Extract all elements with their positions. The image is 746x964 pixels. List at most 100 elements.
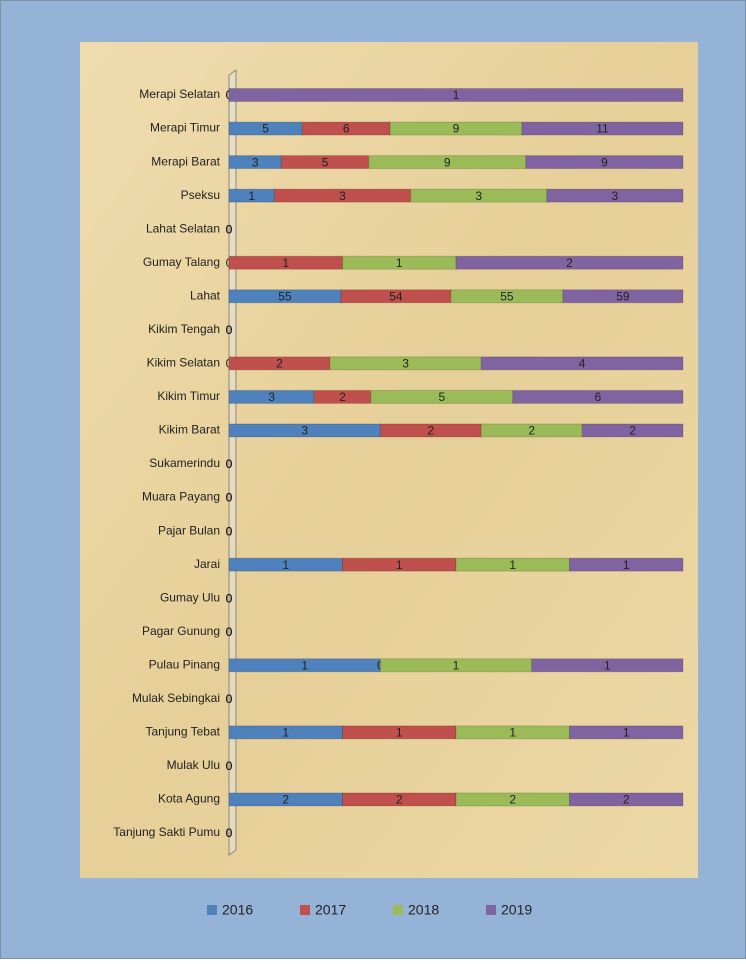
data-label: 1: [453, 88, 460, 102]
y-tick-label: Merapi Timur: [150, 121, 220, 135]
data-label: 2: [276, 357, 283, 371]
data-label: 0: [226, 323, 233, 337]
data-label: 2: [623, 793, 630, 807]
legend-label: 2016: [222, 902, 253, 918]
data-label: 0: [226, 524, 233, 538]
data-label: 3: [475, 189, 482, 203]
data-label: 0: [226, 625, 233, 639]
data-label: 0: [226, 323, 233, 337]
data-label: 0: [226, 692, 233, 706]
data-label: 0: [226, 759, 233, 773]
data-label: 9: [444, 155, 451, 169]
y-tick-label: Kikim Selatan: [147, 356, 220, 370]
data-label: 3: [402, 357, 409, 371]
y-tick-label: Jarai: [194, 557, 220, 571]
bar-segment: [228, 423, 381, 438]
y-tick-label: Mulak Ulu: [167, 758, 220, 772]
y-tick-label: Lahat: [190, 288, 221, 302]
y-tick-label: Merapi Selatan: [139, 87, 220, 101]
data-label: 0: [226, 457, 233, 471]
legend-swatch: [486, 905, 496, 915]
data-label: 2: [528, 424, 535, 438]
bar-segment: [569, 557, 684, 572]
data-label: 0: [226, 692, 233, 706]
bar-segment: [569, 725, 684, 740]
bar-segment: [521, 121, 684, 136]
legend-swatch: [393, 905, 403, 915]
data-label: 0: [226, 222, 233, 236]
data-label: 2: [566, 256, 573, 270]
data-label: 1: [396, 726, 403, 740]
data-label: 6: [595, 390, 602, 404]
data-label: 0: [226, 826, 233, 840]
data-label: 0: [226, 625, 233, 639]
data-label: 9: [601, 155, 608, 169]
data-label: 0: [226, 323, 233, 337]
data-label: 1: [282, 726, 289, 740]
y-tick-label: Kikim Barat: [159, 423, 221, 437]
y-tick-label: Mulak Sebingkai: [132, 691, 220, 705]
y-tick-label: Lahat Selatan: [146, 221, 220, 235]
y-tick-label: Kikim Timur: [157, 389, 220, 403]
y-tick-label: Gumay Ulu: [160, 590, 220, 604]
data-label: 0: [226, 625, 233, 639]
y-tick-label: Pajar Bulan: [158, 523, 220, 537]
bar-segment: [546, 188, 684, 203]
bar-segment: [480, 356, 684, 371]
bar-segment: [525, 155, 684, 170]
data-label: 3: [301, 424, 308, 438]
bar-segment: [455, 255, 684, 270]
data-label: 0: [226, 759, 233, 773]
data-label: 1: [623, 726, 630, 740]
bar-segment: [569, 792, 684, 807]
data-label: 2: [396, 793, 403, 807]
bar-segment: [273, 188, 412, 203]
data-label: 1: [282, 256, 289, 270]
data-label: 55: [278, 289, 292, 303]
data-label: 5: [262, 122, 269, 136]
data-label: 1: [604, 658, 611, 672]
data-label: 0: [226, 323, 233, 337]
data-label: 0: [226, 591, 233, 605]
data-label: 6: [343, 122, 350, 136]
data-label: 0: [226, 491, 233, 505]
data-label: 2: [339, 390, 346, 404]
data-label: 3: [612, 189, 619, 203]
data-label: 0: [226, 692, 233, 706]
legend-label: 2019: [501, 902, 532, 918]
legend-swatch: [207, 905, 217, 915]
data-label: 0: [226, 457, 233, 471]
data-label: 0: [226, 491, 233, 505]
data-label: 4: [579, 357, 586, 371]
legend-label: 2017: [315, 902, 346, 918]
y-tick-label: Kikim Tengah: [148, 322, 220, 336]
data-label: 0: [226, 591, 233, 605]
data-label: 1: [282, 558, 289, 572]
data-label: 55: [500, 289, 514, 303]
data-label: 3: [252, 155, 259, 169]
data-label: 1: [509, 726, 516, 740]
y-tick-label: Merapi Barat: [151, 154, 220, 168]
bar-segment: [512, 389, 684, 404]
y-tick-label: Kota Agung: [158, 792, 220, 806]
bar-segment: [562, 289, 684, 304]
data-label: 1: [396, 256, 403, 270]
data-label: 2: [282, 793, 289, 807]
data-label: 0: [226, 625, 233, 639]
data-label: 0: [226, 222, 233, 236]
data-label: 1: [301, 658, 308, 672]
y-tick-label: Pulau Pinang: [149, 657, 220, 671]
legend-label: 2018: [408, 902, 439, 918]
data-label: 0: [226, 457, 233, 471]
data-label: 0: [226, 692, 233, 706]
data-label: 2: [629, 424, 636, 438]
data-label: 0: [226, 826, 233, 840]
data-label: 2: [427, 424, 434, 438]
data-label: 0: [226, 222, 233, 236]
data-label: 59: [616, 289, 630, 303]
data-label: 5: [438, 390, 445, 404]
bar-segment: [581, 423, 684, 438]
data-label: 0: [226, 491, 233, 505]
data-label: 1: [509, 558, 516, 572]
